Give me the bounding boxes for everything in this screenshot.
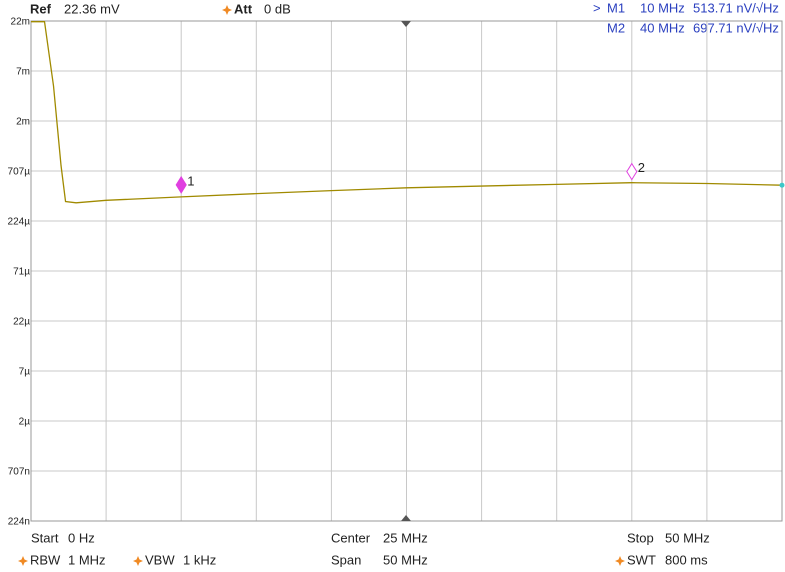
y-tick-label: 224n <box>8 517 30 528</box>
center-label: Center <box>331 530 371 545</box>
center-indicator <box>401 515 411 521</box>
y-tick-label: 22µ <box>13 317 30 328</box>
y-tick-label: 707µ <box>8 167 31 178</box>
rbw-value: 1 MHz <box>68 552 106 567</box>
trace <box>31 21 783 204</box>
ref-label: Ref <box>30 1 52 16</box>
y-tick-label: 71µ <box>13 267 30 278</box>
vbw-value: 1 kHz <box>183 552 216 567</box>
y-tick-label: 2m <box>16 117 30 128</box>
center-indicator <box>401 21 411 27</box>
marker-pointer: > <box>593 0 601 15</box>
y-tick-label: 22m <box>11 17 30 28</box>
y-tick-label: 7µ <box>19 367 31 378</box>
start-label: Start <box>31 530 59 545</box>
swt-label: SWT <box>627 552 656 567</box>
coupling-star <box>133 556 143 566</box>
y-tick-label: 224µ <box>8 217 31 228</box>
y-tick-label: 2µ <box>19 417 31 428</box>
span-label: Span <box>331 552 361 567</box>
marker-level: 697.71 nV/√Hz <box>693 20 779 35</box>
y-tick-label: 7m <box>16 67 30 78</box>
rbw-label: RBW <box>30 552 61 567</box>
marker-diamond <box>626 162 638 181</box>
stop-label: Stop <box>627 530 654 545</box>
ref-value: 22.36 mV <box>64 1 120 16</box>
coupling-star <box>222 5 232 15</box>
swt-value: 800 ms <box>665 552 708 567</box>
marker-freq: 10 MHz <box>640 0 685 15</box>
y-tick-label: 707n <box>8 467 30 478</box>
vbw-label: VBW <box>145 552 175 567</box>
span-value: 50 MHz <box>383 552 428 567</box>
coupling-star <box>615 556 625 566</box>
start-value: 0 Hz <box>68 530 95 545</box>
att-value: 0 dB <box>264 1 291 16</box>
marker-name: M2 <box>607 20 625 35</box>
marker-level: 513.71 nV/√Hz <box>693 0 779 15</box>
coupling-star <box>18 556 28 566</box>
marker-label: 1 <box>187 173 194 188</box>
att-label: Att <box>234 1 253 16</box>
center-value: 25 MHz <box>383 530 428 545</box>
marker-diamond <box>175 175 187 194</box>
trace-end <box>779 182 785 188</box>
marker-freq: 40 MHz <box>640 20 685 35</box>
marker-label: 2 <box>638 160 645 175</box>
marker-name: M1 <box>607 0 625 15</box>
stop-value: 50 MHz <box>665 530 710 545</box>
